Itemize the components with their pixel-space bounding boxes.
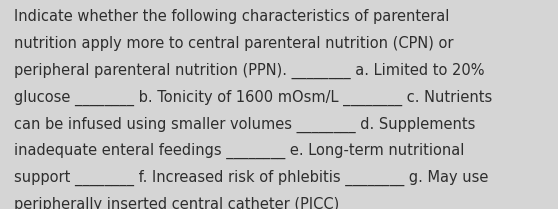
Text: glucose ________ b. Tonicity of 1600 mOsm/L ________ c. Nutrients: glucose ________ b. Tonicity of 1600 mOs…	[14, 90, 492, 106]
Text: can be infused using smaller volumes ________ d. Supplements: can be infused using smaller volumes ___…	[14, 116, 475, 133]
Text: nutrition apply more to central parenteral nutrition (CPN) or: nutrition apply more to central parenter…	[14, 36, 454, 51]
Text: Indicate whether the following characteristics of parenteral: Indicate whether the following character…	[14, 9, 449, 24]
Text: inadequate enteral feedings ________ e. Long-term nutritional: inadequate enteral feedings ________ e. …	[14, 143, 464, 159]
Text: peripherally inserted central catheter (PICC): peripherally inserted central catheter (…	[14, 197, 339, 209]
Text: support ________ f. Increased risk of phlebitis ________ g. May use: support ________ f. Increased risk of ph…	[14, 170, 488, 186]
Text: peripheral parenteral nutrition (PPN). ________ a. Limited to 20%: peripheral parenteral nutrition (PPN). _…	[14, 63, 484, 79]
